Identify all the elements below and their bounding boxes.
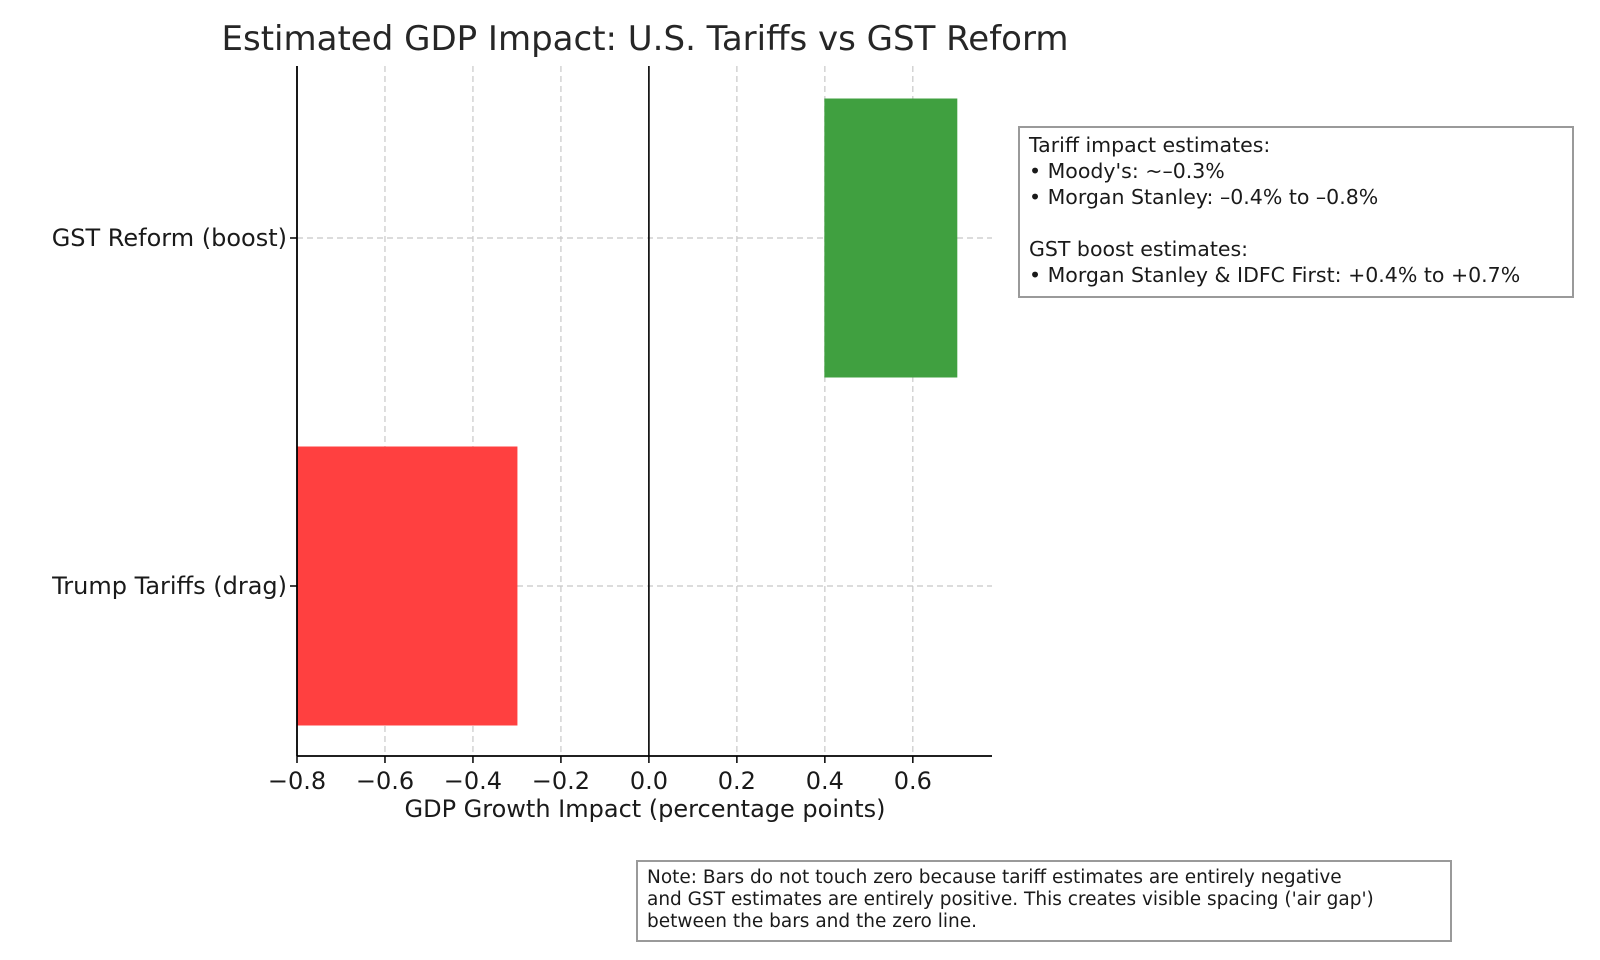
x-axis-label: GDP Growth Impact (percentage points) [404,795,885,823]
x-tick-label: 0.6 [894,767,932,795]
estimates-line: Tariff impact estimates: [1029,133,1271,157]
x-tick-label: 0.2 [718,767,756,795]
x-tick-label: −0.2 [532,767,590,795]
estimates-line: • Morgan Stanley & IDFC First: +0.4% to … [1029,263,1521,287]
x-tick-label: −0.8 [268,767,326,795]
x-tick-label: 0.0 [630,767,668,795]
estimates-line: • Moody's: ~–0.3% [1029,159,1225,183]
note-line: and GST estimates are entirely positive.… [647,889,1374,910]
note-line: Note: Bars do not touch zero because tar… [647,867,1342,888]
y-tick-label: Trump Tariffs (drag) [51,572,287,600]
bar-tariffs [296,446,518,726]
note-box: Note: Bars do not touch zero because tar… [636,860,1452,942]
estimates-line: • Morgan Stanley: –0.4% to –0.8% [1029,185,1379,209]
x-tick-label: −0.4 [444,767,502,795]
tick-labels: −0.8 −0.6 −0.4 −0.2 0.0 0.2 0.4 0.6 Trump Tariff… [51,224,932,795]
axes [290,66,992,763]
chart-title: Estimated GDP Impact: U.S. Tariffs vs GS… [222,19,1069,59]
x-tick-label: −0.6 [356,767,414,795]
estimates-spacer [1029,210,1563,236]
y-tick-label: GST Reform (boost) [52,224,287,252]
bar-gst [824,98,958,378]
x-tick-label: 0.4 [806,767,844,795]
estimates-line: GST boost estimates: [1029,237,1249,261]
estimates-box: Tariff impact estimates: • Moody's: ~–0.… [1018,126,1574,298]
bars [296,98,958,726]
note-line: between the bars and the zero line. [647,911,978,932]
